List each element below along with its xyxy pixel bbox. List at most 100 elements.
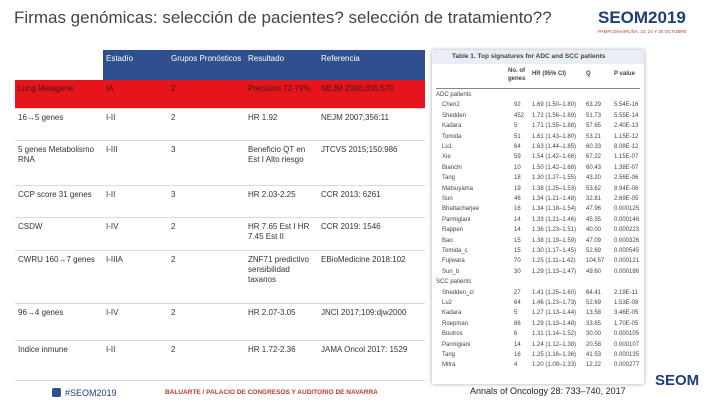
figure-cell: 1.38 (1.25–1.53) [532, 185, 577, 192]
figure-cell: 16 [514, 352, 521, 358]
figure-cell: 452 [514, 112, 525, 119]
table-row: 5 genes Metabolismo RNA I-III 3 Beneficio Q… [15, 140, 425, 186]
figure-row: Bhattacharjee 16 1.34 (1.18–1.54) 47.96 0.00… [436, 204, 640, 214]
figure-cell: 33.65 [586, 320, 602, 327]
figure-cell: 19 [514, 185, 521, 192]
table-cell: I-II [103, 185, 168, 218]
figure-cell: 41.53 [586, 352, 602, 358]
citation: Annals of Oncology 28: 733–740, 2017 [470, 386, 626, 396]
figure-row: Tang 16 1.25 (1.16–1.36) 41.53 0.000135 [436, 350, 640, 360]
figure-cell: 18 [514, 175, 521, 182]
figure-table: Table 1. Top signatures for ADC and SCC … [432, 50, 644, 384]
figure-cell: 1.36 (1.23–1.51) [532, 227, 577, 234]
table-cell: JNCI 2017;109:djw2000 [318, 303, 425, 341]
figure-cell: 1.30 (1.27–1.55) [532, 175, 577, 182]
table-row: CSDW I-IV 2 HR 7.65 Est I HR 7.45 Est II CCR… [15, 217, 425, 251]
header-cell: Grupos Pronósticos [168, 50, 245, 80]
figure-cell: 1.25 (1.16–1.36) [532, 352, 577, 358]
figure-cell: 43.20 [586, 175, 602, 182]
figure-row: Tomida 51 1.61 (1.43–1.80) 53.21 1.15E-12 [436, 132, 640, 142]
figure-cell: 16 [514, 206, 521, 213]
figure-row: Roepman 86 1.29 (1.13–1.48) 33.65 1.70E-05 [436, 319, 640, 329]
figure-row: Parmigiani 14 1.33 (1.21–1.46) 45.35 0.00014… [436, 215, 640, 225]
table-row: 16→5 genes I-II 2 HR 1.92 NEJM 2007;356:11 [15, 108, 425, 141]
figure-cell: 1.71 (1.55–1.88) [532, 123, 577, 130]
header-cell [15, 50, 103, 80]
table-cell: 2 [168, 108, 245, 141]
table-row: CCP score 31 genes I-II 3 HR 2.03-2.25 CCR 2… [15, 185, 425, 218]
figure-cell: 12.22 [586, 362, 602, 369]
figure-row: Tomida_c 15 1.30 (1.17–1.45) 52.69 0.000545 [436, 246, 640, 256]
figure-cell: 2.69E-05 [614, 196, 639, 202]
figure-cell: 84.41 [586, 289, 602, 296]
footer-logo: SEOM [655, 372, 700, 389]
figure-cell: 1.38E-07 [614, 164, 639, 171]
figure-cell: 57.65 [586, 123, 602, 130]
figure-cell: Lu2 [442, 300, 453, 306]
hashtag: #SEOM2019 [65, 388, 117, 398]
figure-header: No. of genes HR (95% CI) Q P value [436, 67, 640, 87]
section-label: ADC patients [436, 92, 472, 98]
figure-rule [436, 88, 640, 89]
figure-cell: 0.000107 [614, 341, 640, 348]
figure-cell: Sun_b [442, 268, 460, 275]
table-cell: NEJM 2007;356:11 [318, 108, 425, 141]
figure-cell: 1.61 (1.43–1.80) [532, 133, 577, 140]
table-cell: 3 [168, 140, 245, 186]
figure-cell: Bao [442, 237, 453, 244]
figure-cell: 0.000223 [614, 227, 640, 234]
figure-cell: Fujiwara [442, 258, 465, 265]
figure-cell: 30.00 [586, 331, 602, 338]
figure-cell: 51.73 [586, 112, 602, 119]
figure-cell: 46 [514, 196, 521, 202]
table-row: Lung Metagene IA 2 Precisión 72-79% NEJM 200… [15, 80, 425, 109]
figure-cell: 2.40E-13 [614, 123, 639, 130]
figure-cell: 0.000121 [614, 258, 640, 265]
figure-cell: 8.08E-12 [614, 144, 639, 150]
table-cell: 2 [168, 303, 245, 341]
figure-title: Table 1. Top signatures for ADC and SCC … [432, 50, 644, 64]
figure-cell: 60.33 [586, 144, 602, 150]
figure-column: P value [614, 71, 635, 77]
figure-cell: 40.00 [586, 227, 602, 234]
figure-row: Bao 15 1.38 (1.19–1.59) 47.09 0.000326 [436, 236, 640, 246]
figure-cell: 1.15E-12 [614, 133, 639, 140]
header-row: Estadío Grupos Pronósticos Resultado Refere… [15, 50, 425, 80]
figure-cell: 1.54 (1.42–1.66) [532, 154, 577, 161]
figure-cell: 1.72 (1.56–1.89) [532, 112, 577, 119]
table-cell: 2 [168, 340, 245, 381]
logo: SEOM2019 [598, 8, 686, 27]
figure-cell: 0.000277 [614, 362, 640, 369]
figure-row: Kadara 5 1.71 (1.55–1.88) 57.65 2.40E-13 [436, 121, 640, 131]
figure-cell: 53.21 [586, 133, 602, 140]
figure-cell: 1.70E-05 [614, 320, 639, 327]
table-cell: IA [103, 80, 168, 109]
figure-cell: 1.24 (1.12–1.38) [532, 341, 577, 348]
table-cell: 16→5 genes [15, 108, 103, 141]
hashtag-icon [52, 388, 61, 397]
figure-cell: 1.29 (1.13–1.48) [532, 320, 577, 327]
figure-cell: 14 [514, 227, 521, 234]
figure-cell: 0.000186 [614, 268, 640, 275]
figure-cell: 27 [514, 289, 521, 296]
table-cell: 2 [168, 250, 245, 304]
figure-cell: Tang [442, 352, 456, 358]
figure-cell: 1.53E-08 [614, 300, 639, 306]
figure-row: Kadara 5 1.27 (1.13–1.44) 13.58 3.46E-05 [436, 308, 640, 318]
table-cell: I-IV [103, 217, 168, 251]
figure-cell: 1.31 (1.14–1.52) [532, 331, 577, 338]
signature-table: Estadío Grupos Pronósticos Resultado Refere… [15, 50, 425, 381]
table-cell: EBioMedicine 2018:102 [318, 250, 425, 304]
table-cell: I-II [103, 108, 168, 141]
figure-cell: 1.29 (1.13–1.47) [532, 268, 577, 275]
figure-cell: 59 [514, 154, 521, 161]
figure-row: Bianchi 10 1.50 (1.42–1.68) 60.43 1.38E-07 [436, 163, 640, 173]
figure-cell: 1.69 (1.50–1.80) [532, 102, 577, 109]
figure-cell: 1.25 (1.11–1.42) [532, 258, 576, 265]
figure-cell: 1.15E-07 [614, 154, 639, 161]
table-cell: HR 1.72-2.36 [245, 340, 318, 381]
figure-cell: 1.34 (1.18–1.54) [532, 206, 577, 213]
table-cell: HR 1.92 [245, 108, 318, 141]
figure-cell: 0.000135 [614, 352, 640, 358]
